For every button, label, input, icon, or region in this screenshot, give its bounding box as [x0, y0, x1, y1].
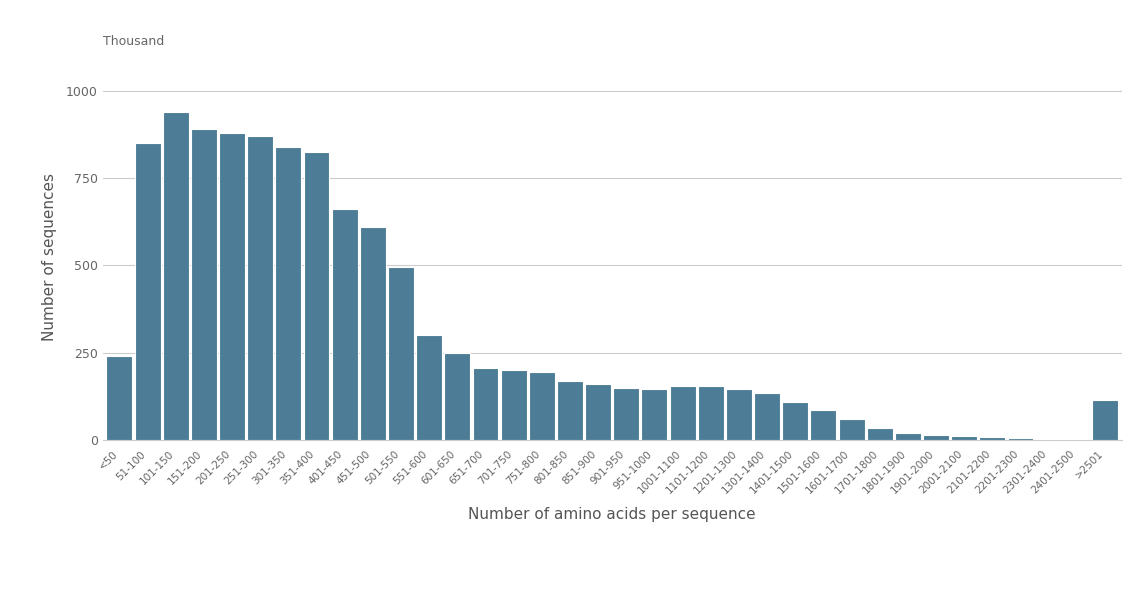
Bar [1008, 438, 1033, 440]
Bar [698, 386, 723, 440]
Bar [895, 433, 920, 440]
Bar [163, 112, 189, 440]
Bar [473, 368, 499, 440]
Bar [641, 389, 667, 440]
X-axis label: Number of amino acids per sequence: Number of amino acids per sequence [468, 507, 756, 522]
Bar [585, 384, 612, 440]
Bar [1064, 439, 1090, 440]
Bar [191, 129, 216, 440]
Bar [838, 419, 865, 440]
Bar [557, 381, 583, 440]
Bar [867, 428, 893, 440]
Bar [444, 353, 470, 440]
Bar [304, 152, 329, 440]
Bar [276, 147, 302, 440]
Bar [106, 356, 132, 440]
Bar [811, 410, 836, 440]
Text: Thousand: Thousand [103, 35, 164, 48]
Bar [613, 387, 639, 440]
Bar [1092, 400, 1118, 440]
Bar [134, 143, 161, 440]
Bar [923, 434, 949, 440]
Bar [670, 386, 696, 440]
Bar [980, 437, 1006, 440]
Bar [388, 267, 413, 440]
Bar [219, 133, 245, 440]
Bar [726, 389, 752, 440]
Bar [528, 372, 555, 440]
Bar [1035, 439, 1062, 440]
Bar [247, 136, 273, 440]
Bar [951, 436, 977, 440]
Bar [331, 210, 358, 440]
Bar [360, 227, 386, 440]
Bar [782, 401, 809, 440]
Y-axis label: Number of sequences: Number of sequences [42, 173, 57, 340]
Bar [416, 335, 442, 440]
Bar [754, 393, 780, 440]
Bar [501, 370, 526, 440]
